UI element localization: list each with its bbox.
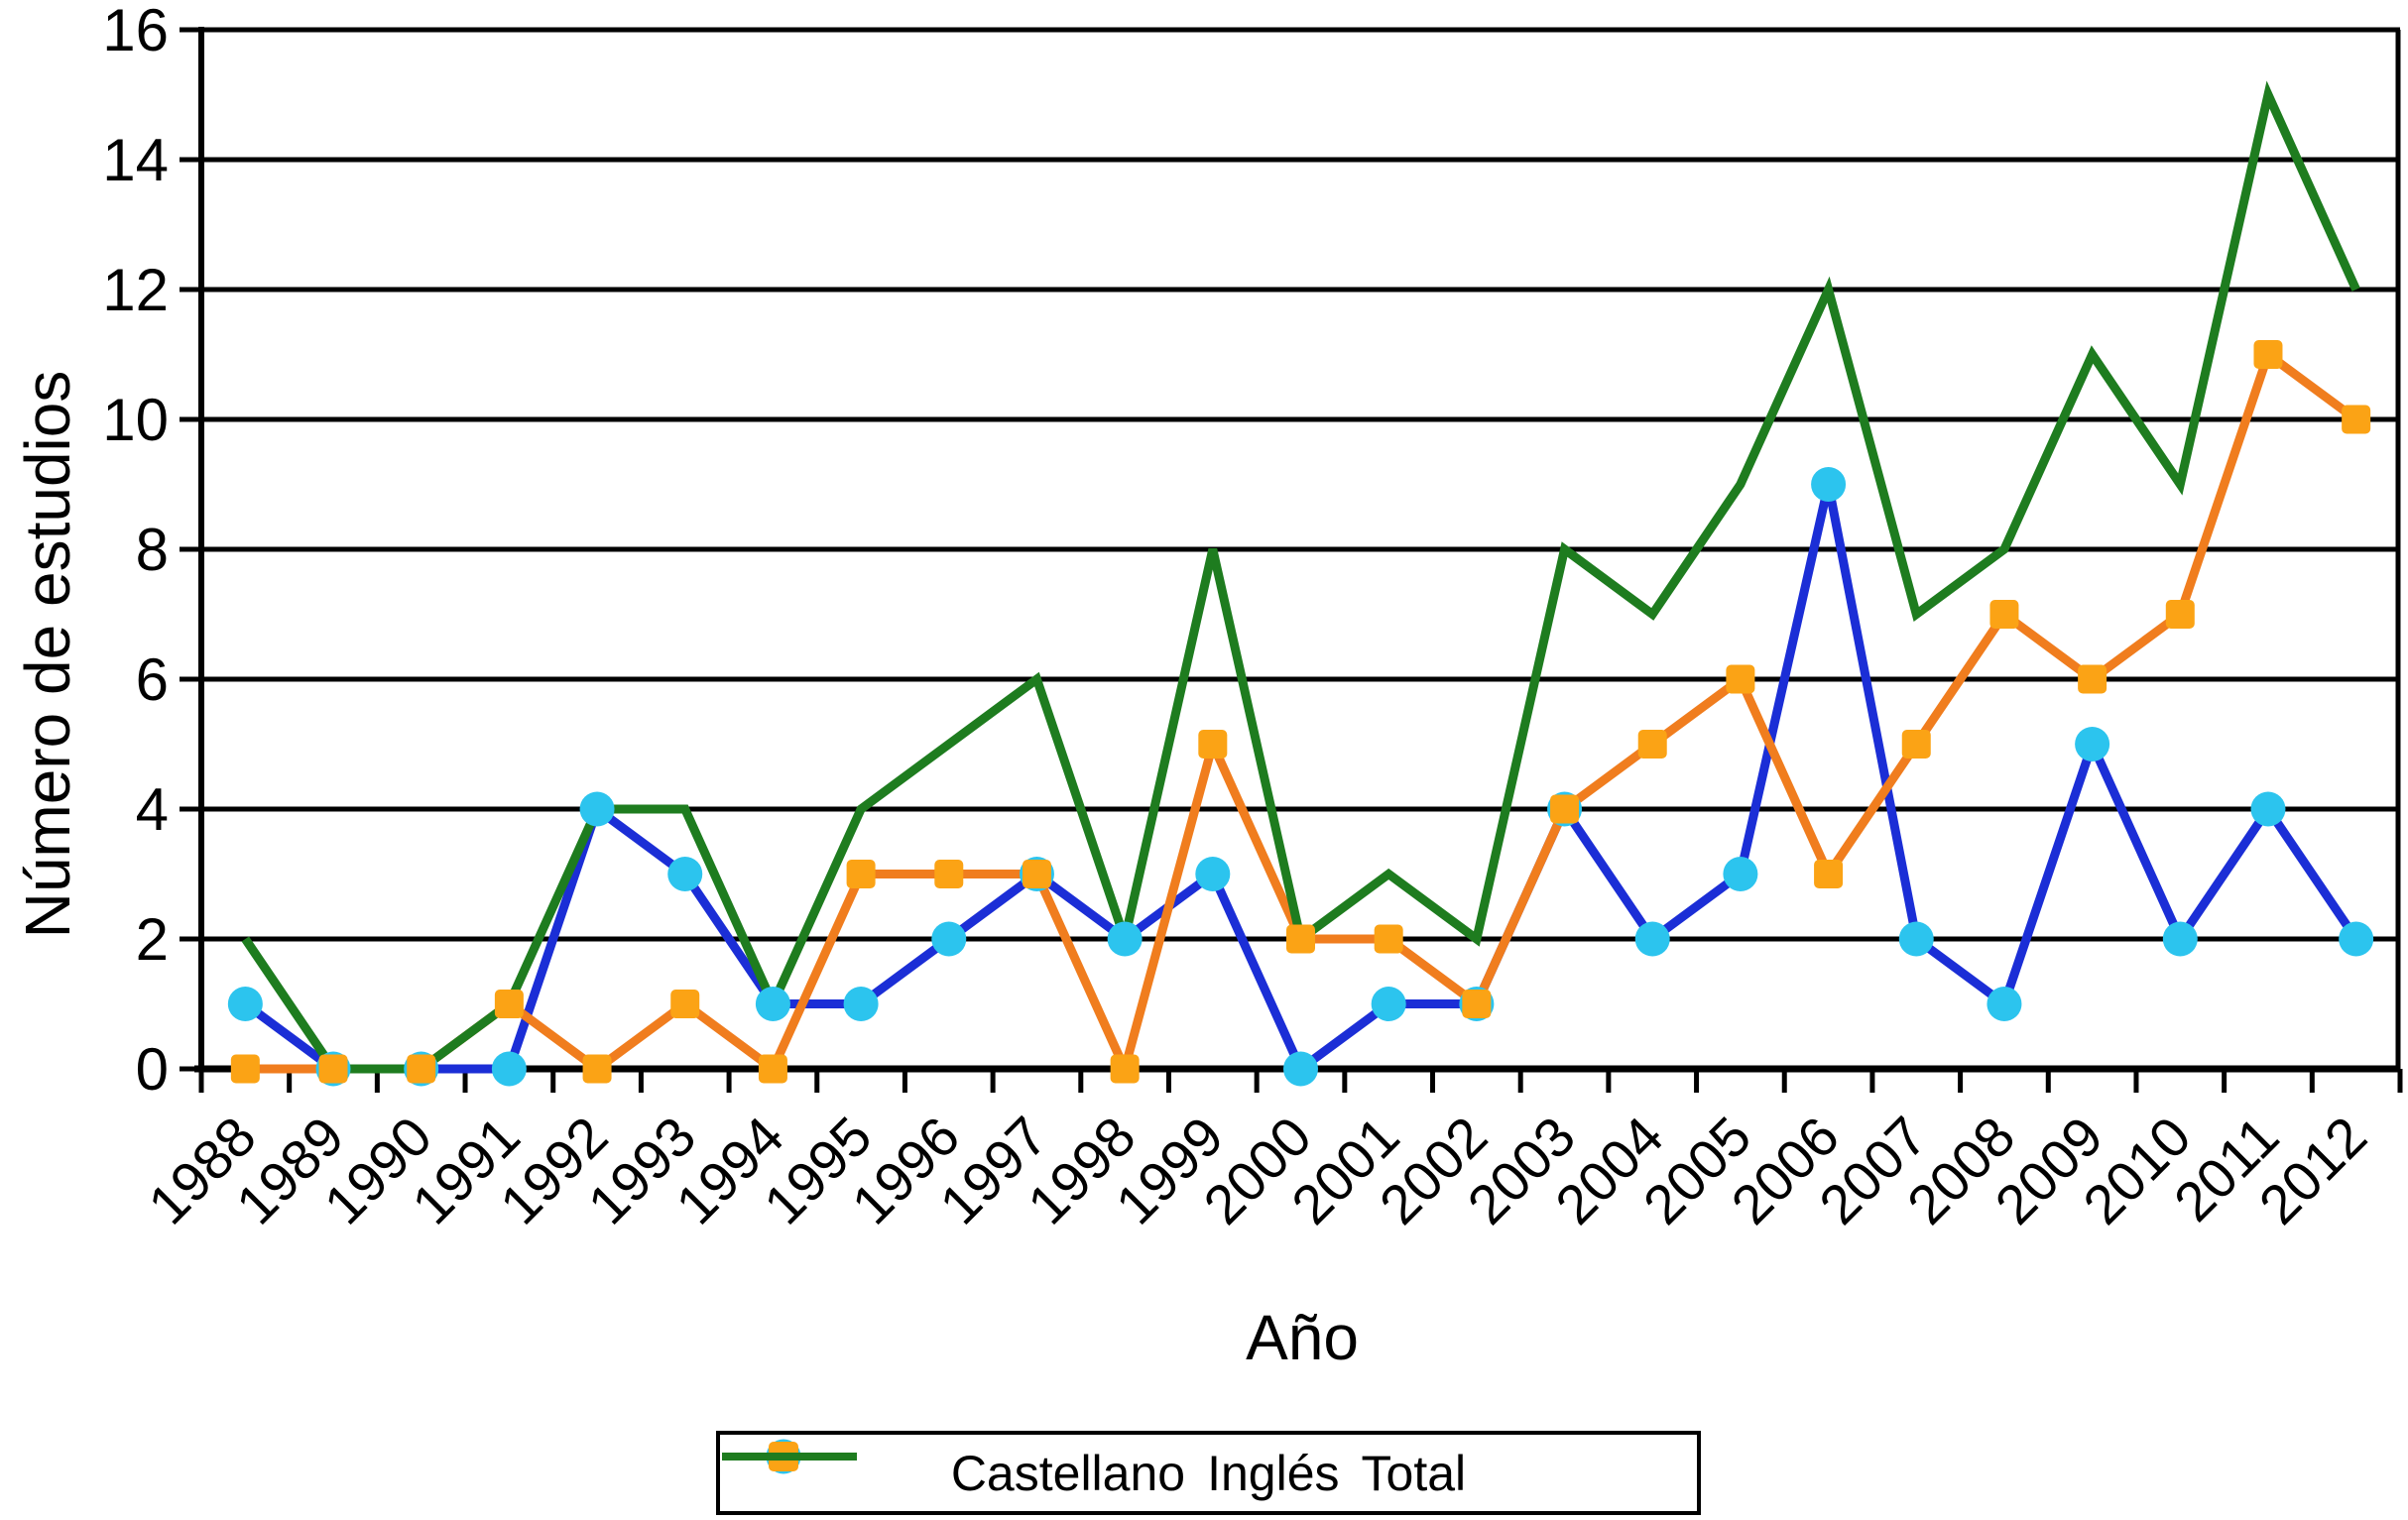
- castellano-marker: [1634, 921, 1670, 957]
- ingles-marker: [670, 990, 700, 1018]
- legend: Castellano Inglés Total: [716, 1431, 1701, 1515]
- y-tick-label: 6: [136, 646, 169, 713]
- y-tick-label: 4: [136, 776, 169, 843]
- legend-item-total: Total: [722, 1445, 1467, 1502]
- y-tick-label: 8: [136, 517, 169, 583]
- ingles-marker: [494, 990, 524, 1018]
- ingles-marker: [582, 1054, 612, 1084]
- legend-item-ingles: Inglés: [722, 1442, 1340, 1502]
- legend-item-castellano: Castellano: [722, 1439, 1186, 1502]
- castellano-marker: [755, 987, 790, 1021]
- castellano-marker: [2075, 727, 2110, 761]
- ingles-marker: [1110, 1054, 1140, 1084]
- castellano-marker: [2339, 921, 2374, 957]
- ingles-marker: [1374, 924, 1403, 954]
- castellano-marker: [1283, 1051, 1318, 1087]
- legend-label-castellano: Castellano: [950, 1445, 1186, 1501]
- castellano-marker: [579, 791, 615, 827]
- y-tick-label: 12: [102, 257, 169, 323]
- y-tick-label: 0: [136, 1036, 169, 1103]
- ingles-marker: [2342, 405, 2371, 434]
- castellano-marker: [1811, 467, 1847, 502]
- ingles-marker: [1198, 730, 1228, 759]
- ingles-marker: [1286, 924, 1315, 954]
- castellano-marker: [931, 921, 967, 957]
- ingles-marker: [1550, 794, 1580, 824]
- castellano-marker: [1195, 857, 1231, 891]
- ingles-marker: [407, 1054, 436, 1084]
- ingles-marker: [1462, 990, 1492, 1018]
- ingles-marker: [318, 1054, 348, 1084]
- x-axis-title: Año: [1246, 1302, 1359, 1373]
- ingles-marker: [1022, 860, 1051, 888]
- castellano-marker: [1723, 857, 1758, 891]
- y-tick-label: 14: [102, 127, 169, 193]
- y-tick-label: 10: [102, 387, 169, 453]
- y-axis-title: Número de estudios: [12, 370, 83, 939]
- y-tick-label: 2: [136, 906, 169, 973]
- ingles-marker: [2078, 664, 2107, 694]
- ingles-marker: [1989, 600, 2019, 629]
- ingles-marker: [1726, 664, 1755, 694]
- castellano-marker: [227, 987, 263, 1021]
- ingles-marker: [1637, 730, 1667, 759]
- ingles-marker: [1901, 730, 1931, 759]
- castellano-marker: [667, 857, 703, 891]
- castellano-marker: [843, 987, 879, 1021]
- castellano-marker: [1898, 921, 1934, 957]
- ingles-marker: [758, 1054, 787, 1084]
- ingles-marker: [230, 1054, 260, 1084]
- castellano-marker: [1987, 987, 2022, 1021]
- legend-label-total: Total: [1361, 1445, 1467, 1501]
- ingles-marker: [1814, 860, 1844, 888]
- ingles-marker: [2253, 340, 2283, 369]
- total-legend-marker: [722, 1453, 857, 1461]
- ingles-marker: [934, 860, 964, 888]
- castellano-line: [242, 483, 2360, 1076]
- legend-label-ingles: Inglés: [1207, 1445, 1340, 1501]
- ingles-marker: [846, 860, 876, 888]
- ingles-marker: [2165, 600, 2195, 629]
- castellano-marker: [491, 1051, 527, 1087]
- castellano-marker: [2250, 791, 2286, 827]
- castellano-marker: [1371, 987, 1406, 1021]
- y-tick-label: 16: [102, 0, 169, 63]
- castellano-marker: [2162, 921, 2198, 957]
- castellano-marker: [1107, 921, 1143, 957]
